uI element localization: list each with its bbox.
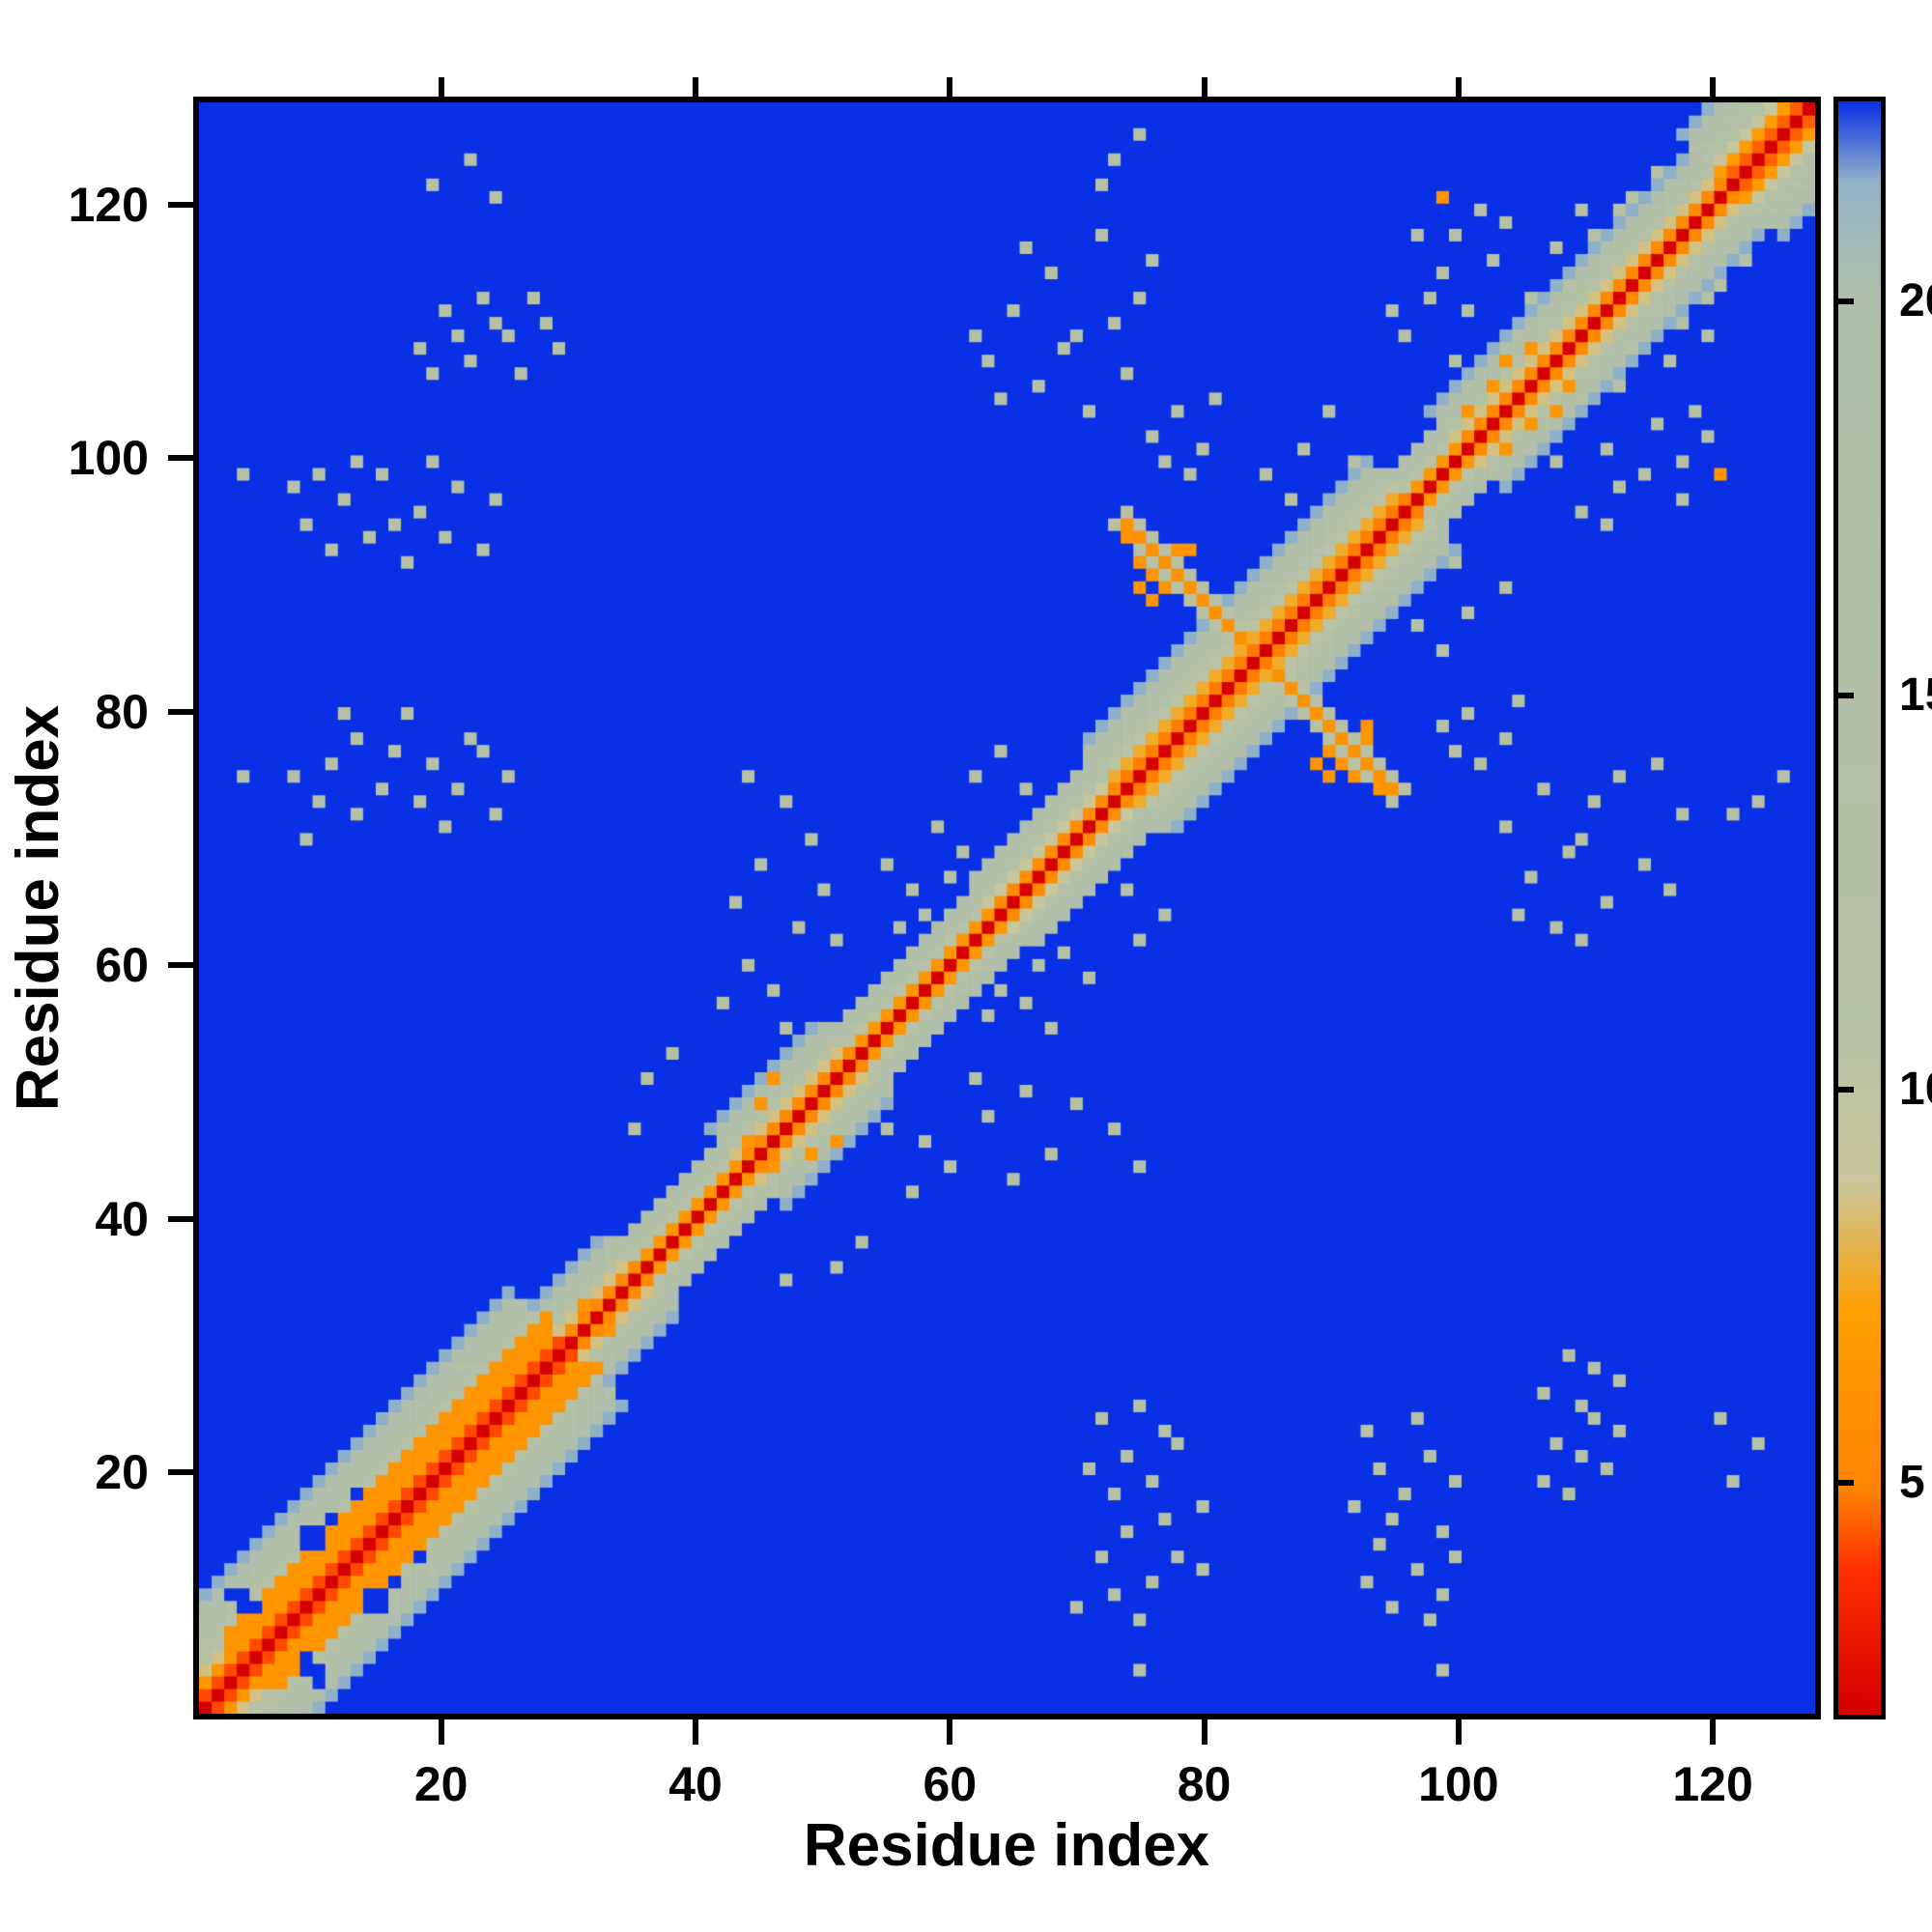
colorbar [1833,97,1886,1719]
heatmap-canvas [199,102,1815,1714]
colorbar-gradient-canvas [1838,101,1881,1715]
x-tick-mark-top [947,77,953,97]
y-tick-label: 100 [68,431,149,486]
colorbar-tick-mark [1838,298,1854,305]
y-tick-label: 40 [95,1191,149,1246]
plot-area [193,97,1821,1719]
x-tick-mark [692,1719,698,1745]
x-tick-mark [947,1719,953,1745]
x-tick-mark [438,1719,444,1745]
colorbar-tick-label: 15 [1899,668,1932,721]
x-tick-label: 100 [1418,1757,1499,1811]
y-tick-mark [168,455,193,462]
y-axis-title: Residue index [5,704,71,1112]
x-tick-label: 60 [923,1757,978,1811]
y-tick-label: 120 [68,177,149,232]
y-tick-mark [168,708,193,715]
y-tick-label: 60 [95,938,149,993]
x-tick-label: 20 [413,1757,469,1811]
x-tick-mark-top [438,77,444,97]
y-tick-mark [168,962,193,969]
colorbar-tick-label: 5 [1899,1457,1925,1509]
x-tick-mark [1710,1719,1717,1745]
x-tick-label: 120 [1672,1757,1753,1811]
colorbar-tick-label: 10 [1899,1063,1932,1115]
colorbar-tick-mark [1838,692,1854,698]
colorbar-tick-mark [1838,1086,1854,1093]
x-tick-mark-top [1201,77,1208,97]
x-tick-mark-top [1710,77,1717,97]
x-axis-title: Residue index [803,1812,1210,1879]
x-tick-label: 80 [1177,1757,1232,1811]
y-tick-label: 80 [95,684,149,739]
y-tick-mark [168,1215,193,1222]
y-tick-mark [168,201,193,208]
y-tick-mark [168,1469,193,1476]
x-tick-mark [1455,1719,1462,1745]
x-tick-mark [1201,1719,1208,1745]
y-tick-label: 20 [95,1445,149,1500]
colorbar-tick-label: 20 [1899,275,1932,327]
x-tick-label: 40 [668,1757,723,1811]
x-tick-mark-top [1455,77,1462,97]
colorbar-tick-mark [1838,1480,1854,1487]
x-tick-mark-top [692,77,698,97]
